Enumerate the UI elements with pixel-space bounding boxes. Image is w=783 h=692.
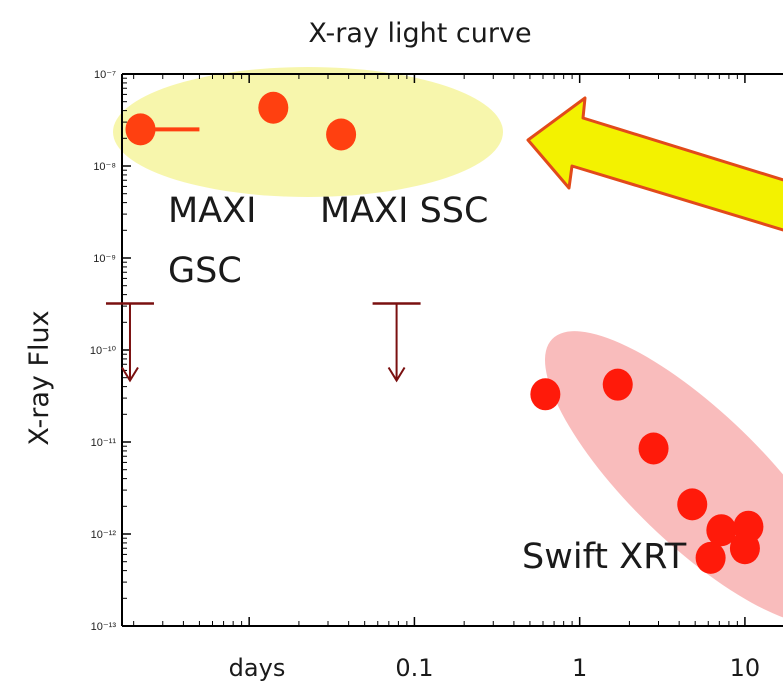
x-axis-label: days [229,654,286,682]
maxi-gsc-point [125,113,156,146]
swift-xrt-point [695,541,726,574]
upper-limit-marker [105,302,154,383]
chart-title: X-ray light curve [308,18,531,49]
x-tick-label: 1 [572,654,587,682]
axis-ticks [122,73,746,627]
swift-highlight-region [545,331,783,625]
data-points [125,91,764,574]
x-tick-label: 0.1 [395,654,433,682]
maxi-ssc-label: MAXI SSC [320,191,488,231]
maxi-ssc-point [258,91,289,124]
y-tick-label: 10⁻¹¹ [91,437,117,449]
swift-xrt-point [638,432,669,465]
maxi-highlight-region [113,67,503,197]
maxi-gsc-label-line1: MAXI [168,191,256,231]
y-tick-label: 10⁻⁷ [94,69,116,81]
y-tick-label: 10⁻¹⁰ [90,345,117,357]
swift-xrt-point [729,532,760,565]
upper-limit-arrowhead [121,367,139,383]
y-tick-label: 10⁻¹³ [91,621,117,633]
pointer-arrow [526,96,783,232]
swift-xrt-point [677,488,708,521]
swift-xrt-point [706,514,737,547]
maxi-gsc-label-line2: GSC [168,251,242,291]
swift-xrt-point [602,368,633,401]
swift-xrt-point [530,378,561,411]
x-tick-labels: 0.1 1 10 [395,654,760,682]
upper-limit-arrowhead [387,367,406,383]
y-tick-labels: 10⁻⁷ 10⁻⁸ 10⁻⁹ 10⁻¹⁰ 10⁻¹¹ 10⁻¹² 10⁻¹³ [90,69,117,633]
x-tick-label: 10 [730,654,761,682]
y-tick-label: 10⁻⁹ [93,253,116,265]
upper-limit-marker [372,302,421,383]
y-tick-label: 10⁻⁸ [93,161,116,173]
upper-limits [105,302,421,383]
swift-xrt-label: Swift XRT [522,537,687,577]
maxi-ssc-point [326,118,357,151]
y-tick-label: 10⁻¹² [91,529,117,541]
y-axis-label: X-ray Flux [24,310,55,445]
